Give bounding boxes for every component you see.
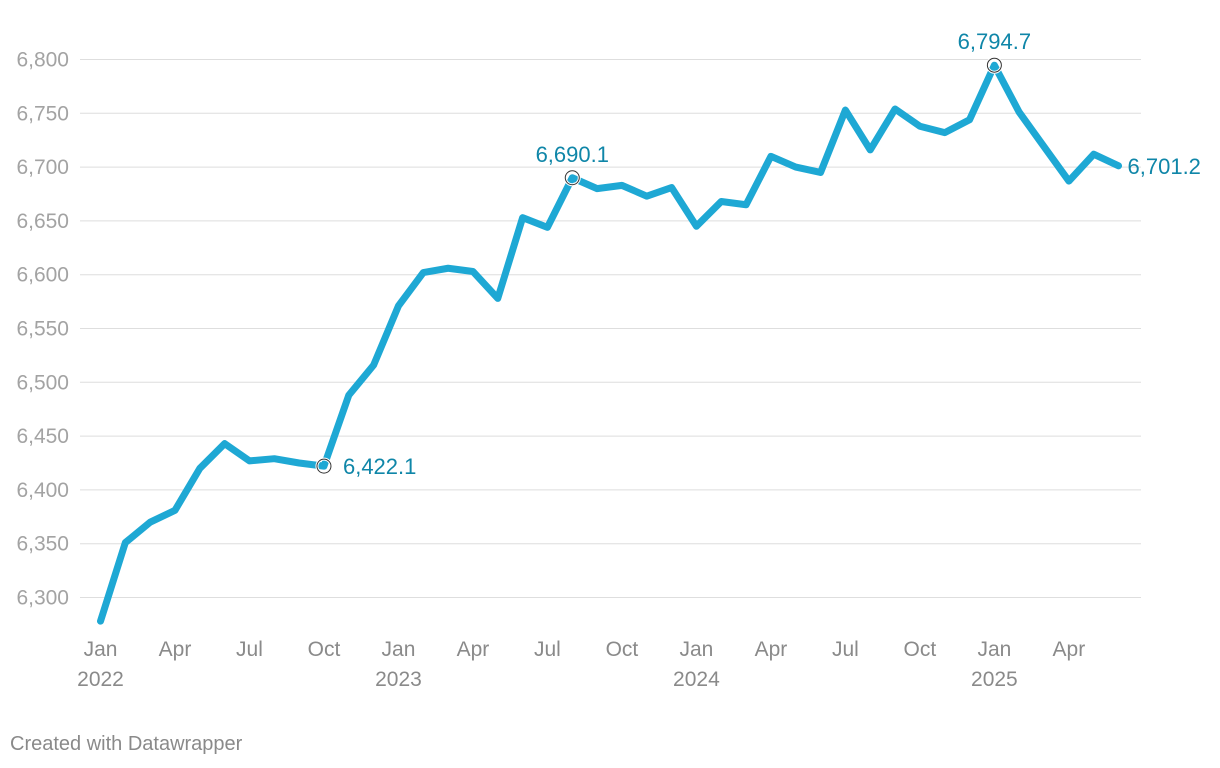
annotation-label: 6,422.1 <box>343 454 416 479</box>
x-tick-label: Apr <box>159 638 192 661</box>
y-tick-label: 6,550 <box>16 318 69 341</box>
x-tick-label: Jan <box>679 638 713 661</box>
y-tick-label: 6,400 <box>16 479 69 502</box>
x-tick-year-label: 2023 <box>375 668 422 691</box>
credit-text: Created with Datawrapper <box>10 733 243 755</box>
annotation-label: 6,794.7 <box>958 29 1031 54</box>
x-tick-year-label: 2025 <box>971 668 1018 691</box>
x-axis-ticks: Jan 2022 Apr Jul Oct Jan 2023 Apr Jul Oct Jan 2024 A… <box>77 638 1085 691</box>
y-tick-label: 6,600 <box>16 264 69 287</box>
x-tick-label: Jul <box>534 638 561 661</box>
x-tick-label: Apr <box>755 638 788 661</box>
annotation-marker <box>316 458 332 474</box>
y-tick-label: 6,800 <box>16 49 69 72</box>
series-line-layer <box>97 61 1123 625</box>
y-tick-label: 6,650 <box>16 210 69 233</box>
annotation-marker <box>986 57 1002 73</box>
x-tick-year-label: 2024 <box>673 668 720 691</box>
x-tick-label: Apr <box>1053 638 1086 661</box>
y-tick-label: 6,500 <box>16 371 69 394</box>
y-tick-label: 6,450 <box>16 425 69 448</box>
annotation-label: 6,690.1 <box>536 142 609 167</box>
x-tick-label: Jan <box>382 638 416 661</box>
x-tick-label: Jul <box>236 638 263 661</box>
line-chart: 6,300 6,350 6,400 6,450 6,500 6,550 6,600 6,650… <box>16 29 1201 691</box>
annotations: 6,422.1 6,690.1 6,794.7 6,701.2 <box>315 29 1201 479</box>
x-tick-label: Jul <box>832 638 859 661</box>
series-line <box>97 61 1123 625</box>
x-tick-label: Jan <box>84 638 118 661</box>
x-tick-label: Oct <box>606 638 639 661</box>
x-tick-label: Oct <box>904 638 937 661</box>
y-tick-label: 6,350 <box>16 533 69 556</box>
x-tick-label: Oct <box>308 638 341 661</box>
gridlines <box>80 59 1141 598</box>
annotation-label: 6,701.2 <box>1128 154 1201 179</box>
y-axis-ticks: 6,300 6,350 6,400 6,450 6,500 6,550 6,600 6,650… <box>16 49 69 610</box>
y-tick-label: 6,300 <box>16 587 69 610</box>
x-tick-year-label: 2022 <box>77 668 124 691</box>
x-tick-label: Apr <box>457 638 490 661</box>
y-tick-label: 6,700 <box>16 156 69 179</box>
annotation-marker <box>564 170 580 186</box>
y-tick-label: 6,750 <box>16 102 69 125</box>
x-tick-label: Jan <box>977 638 1011 661</box>
